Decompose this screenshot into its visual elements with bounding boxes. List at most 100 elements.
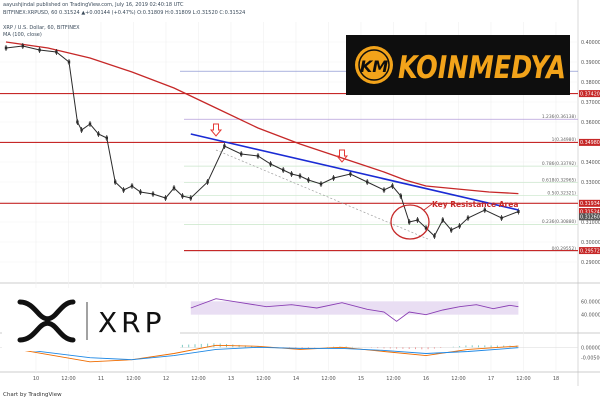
price-candle-body [408,220,411,224]
key-resistance-circle [390,204,430,240]
price-candle-body [366,180,369,184]
ma-100-line [5,41,519,195]
price-candle-body [399,194,402,198]
x-tick-label: 12 [163,376,169,382]
price-tag-bg [579,138,600,146]
rsi-band [190,301,519,315]
fib-level-label: 1(0.34980) [552,137,577,143]
km-coin-icon [355,46,393,84]
price-tag-bg [579,208,600,216]
price-candle-body [122,188,125,192]
x-tick-label: 13 [228,376,234,382]
down-arrow-icon [335,149,349,163]
price-candle-body [97,132,100,136]
price-tag-bg [579,90,600,98]
publisher-line: aayushjindal published on TradingView.co… [3,2,184,8]
x-tick-label: 12:00 [256,376,270,382]
price-candle-body [269,162,272,166]
x-tick-label: 15 [358,376,364,382]
symbol-line: BITFINEX:XRPUSD, 60 0.31524 ▲+0.00144 (+… [3,10,245,16]
price-candle-body [458,224,461,228]
x-tick-label: 12:00 [321,376,335,382]
km-coin-letters: KM [360,57,388,76]
price-candle-body [483,208,486,212]
price-tag-bg [579,199,600,207]
y-tick-label: 0.30000 [581,240,600,246]
price-candle-body [282,168,285,172]
price-candle-body [298,174,302,178]
price-candle-body [391,184,394,188]
y-tick-label: 0.31000 [581,220,600,226]
price-candle-body [21,44,24,48]
price-candle-body [88,122,92,126]
xrp-logo: XRP [2,288,180,351]
chart-legend: XRP / U.S. Dollar, 60, BITFINEX [3,25,80,31]
x-tick-label: 10 [33,376,39,382]
macd-signal-line [5,346,519,361]
y-tick-label: 0.38000 [581,80,600,86]
price-candle-body [319,182,323,186]
y-tick-label: 0.39000 [581,60,600,66]
fib-level-label: 0.236(0.30880) [542,219,576,225]
koinmedya-logo: KM KOINMEDYA [346,35,570,95]
price-candle-body [517,210,520,214]
price-candle-body [307,178,310,182]
price-candle-body [382,188,386,192]
y-tick-label: 0.36000 [581,120,600,126]
axis-labels-layer: 10 12:00 11 12:00 12 12:00 13 12:00 14 12:00 15 12:… [33,40,600,382]
y-tick-label: 0.29000 [581,260,600,266]
price-tag-label: 0.31934 [580,201,600,207]
y-tick-label: 0.33000 [581,180,600,186]
fib-level-label: 0.5(0.32321) [547,190,576,196]
price-tag-label: 0.29572 [580,248,600,254]
price-candle-body [332,176,335,180]
price-tag-label: 0.31524 [580,209,600,215]
macd-tick-label: -0.00500 [581,356,600,362]
price-candle-body [4,46,8,50]
key-resistance-connector [423,203,433,211]
price-line [5,45,519,237]
x-tick-label: 18 [553,376,559,382]
x-tick-label: 12:00 [516,376,530,382]
price-tag-bg [579,213,600,221]
horizontal-levels-layer: 1.236(0.36138) 1(0.34980) 0.786(0.33792) 0.… [0,70,578,252]
fib-level-label: 1.236(0.36138) [542,114,576,120]
koinmedya-wordmark: KOINMEDYA [398,50,566,86]
x-tick-label: 16 [423,376,429,382]
price-layer [4,43,520,239]
down-arrow-icon [209,123,223,137]
dashed-support-line [215,149,431,241]
x-tick-label: 12:00 [451,376,465,382]
macd-tick-label: 0.00000 [581,345,600,351]
y-tick-label: 0.37000 [581,100,600,106]
footer-credit: Chart by TradingView [3,392,62,398]
bearish-trendline [190,133,519,211]
x-tick-label: 11 [98,376,104,382]
price-candle-body [349,172,352,176]
moving-average-layer [5,41,519,195]
price-candle-body [433,234,436,238]
fib-level-label: 0(0.29552) [552,246,577,252]
price-tag-label: 0.34980 [580,140,600,146]
price-candle-body [441,218,444,222]
price-candle-body [466,216,470,220]
x-tick-label: 14 [293,376,299,382]
x-tick-label: 12:00 [191,376,205,382]
price-candle-body [114,180,117,184]
price-candle-body [130,184,134,188]
price-candle-body [172,186,176,190]
price-candle-body [206,180,209,184]
price-candle-body [500,216,503,220]
price-candle-body [424,226,428,230]
y-tick-label: 0.34000 [581,160,600,166]
rsi-tick-label: 40.0000 [581,313,600,319]
x-tick-label: 17 [488,376,494,382]
price-candle-body [80,128,83,132]
x-tick-label: 12:00 [61,376,75,382]
price-candle-body [450,228,453,232]
price-candle-body [151,192,155,196]
xrp-wordmark: XRP [98,306,166,339]
price-candle-body [240,152,243,156]
